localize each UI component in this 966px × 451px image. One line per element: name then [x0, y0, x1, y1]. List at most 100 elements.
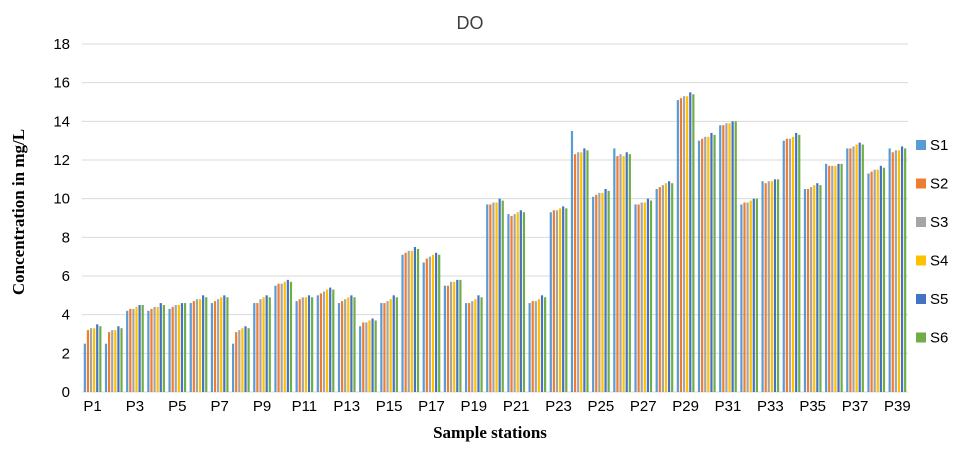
- bar-s1-p10: [274, 285, 277, 392]
- bar-s5-p25: [604, 189, 607, 392]
- bar-s3-p27: [640, 202, 643, 392]
- bar-s4-p19: [474, 299, 477, 392]
- bar-s4-p18: [453, 281, 456, 392]
- bar-s3-p26: [619, 154, 622, 392]
- bar-s1-p21: [507, 214, 510, 392]
- bar-s5-p20: [498, 198, 501, 392]
- bar-s3-p3: [132, 308, 135, 392]
- x-axis-ticks: P1 P3 P5 P7 P9 P11 P13 P15 P17 P19 P21 P23 P25 P27 P29…: [83, 398, 910, 415]
- bar-s3-p13: [344, 299, 347, 392]
- bar-s6-p32: [755, 198, 758, 392]
- bar-s5-p35: [816, 183, 819, 392]
- bar-s4-p31: [728, 123, 731, 393]
- bar-s3-p11: [301, 297, 304, 392]
- bar-s6-p8: [247, 328, 250, 392]
- bar-s5-p30: [710, 132, 713, 392]
- bar-s6-p24: [586, 150, 589, 392]
- bar-s1-p8: [232, 343, 235, 392]
- bar-s6-p26: [628, 154, 631, 392]
- bar-s2-p23: [552, 210, 555, 392]
- bar-s3-p4: [153, 306, 156, 392]
- y-tick-label: 2: [62, 345, 70, 362]
- bar-s3-p29: [682, 96, 686, 392]
- x-tick-label: P27: [630, 398, 657, 415]
- bar-s5-p37: [858, 142, 861, 392]
- x-tick-label: P37: [842, 398, 869, 415]
- bar-s1-p7: [210, 303, 214, 392]
- bar-s3-p24: [577, 152, 580, 392]
- bar-s3-p9: [259, 299, 262, 392]
- bar-s2-p33: [764, 183, 767, 392]
- y-tick-label: 12: [53, 152, 70, 169]
- legend-swatch-s4: [916, 255, 926, 266]
- bar-s3-p10: [280, 283, 283, 392]
- bar-s6-p19: [480, 297, 483, 392]
- y-axis-ticks: 0 2 4 6 8 10 12 14 16 18: [53, 36, 70, 401]
- bar-s6-p18: [459, 279, 462, 392]
- x-tick-label: P23: [545, 398, 572, 415]
- bar-s6-p11: [311, 297, 314, 392]
- bar-s6-p34: [798, 134, 801, 392]
- bar-s4-p10: [283, 281, 286, 392]
- bar-s6-p3: [141, 305, 144, 392]
- bar-s2-p2: [108, 332, 111, 392]
- bar-s3-p15: [386, 301, 389, 392]
- bar-s4-p4: [156, 306, 159, 392]
- x-tick-label: P33: [757, 398, 784, 415]
- x-tick-label: P39: [884, 398, 911, 415]
- bar-s2-p39: [891, 152, 894, 392]
- bar-s4-p3: [135, 306, 138, 392]
- x-tick-label: P35: [799, 398, 826, 415]
- legend-swatch-s2: [916, 178, 926, 189]
- bar-s2-p5: [171, 306, 174, 392]
- bar-s4-p30: [707, 136, 710, 392]
- bar-s3-p17: [428, 256, 432, 392]
- bar-s1-p35: [803, 189, 807, 392]
- bar-s5-p14: [371, 318, 374, 392]
- bar-s2-p4: [150, 308, 153, 392]
- x-tick-label: P11: [292, 398, 318, 415]
- bar-s6-p30: [713, 134, 716, 392]
- bar-s1-p22: [528, 303, 531, 392]
- legend-swatch-s6: [916, 332, 926, 343]
- bar-s6-p1: [99, 326, 102, 392]
- bar-s5-p5: [180, 303, 184, 392]
- y-tick-label: 4: [62, 307, 70, 324]
- bar-s4-p5: [177, 305, 180, 392]
- bar-s1-p33: [761, 181, 764, 392]
- bar-s2-p7: [213, 301, 217, 392]
- bar-s3-p35: [810, 187, 813, 392]
- bar-s3-p1: [89, 328, 93, 392]
- bar-s1-p4: [147, 310, 150, 392]
- bar-s2-p13: [340, 301, 344, 392]
- bar-s4-p1: [93, 328, 96, 392]
- bar-s1-p23: [549, 212, 552, 392]
- bar-s4-p25: [601, 192, 604, 392]
- x-tick-label: P9: [253, 398, 271, 415]
- bar-s2-p27: [637, 204, 640, 392]
- bar-s4-p24: [580, 152, 583, 392]
- bar-s6-p28: [671, 183, 674, 392]
- bar-s1-p5: [168, 308, 171, 392]
- bar-s1-p3: [126, 310, 129, 392]
- bar-s1-p15: [380, 303, 383, 392]
- bar-s1-p39: [888, 148, 891, 392]
- bar-s2-p30: [701, 138, 704, 392]
- bar-s3-p31: [725, 123, 728, 393]
- bar-s4-p8: [241, 328, 244, 392]
- bar-s2-p36: [828, 165, 831, 392]
- bar-s6-p29: [692, 94, 695, 393]
- bar-s2-p9: [256, 303, 259, 392]
- bar-s2-p21: [510, 216, 513, 392]
- bar-s2-p8: [235, 332, 238, 392]
- legend-swatch-s5: [916, 294, 926, 304]
- x-tick-label: P13: [333, 398, 360, 415]
- bar-s4-p17: [431, 254, 435, 392]
- bar-s1-p32: [740, 204, 743, 392]
- bar-s5-p24: [583, 148, 586, 392]
- bar-s3-p19: [471, 301, 474, 392]
- bar-s3-p32: [746, 202, 749, 392]
- x-tick-label: P25: [588, 398, 615, 415]
- bar-s5-p39: [900, 146, 904, 392]
